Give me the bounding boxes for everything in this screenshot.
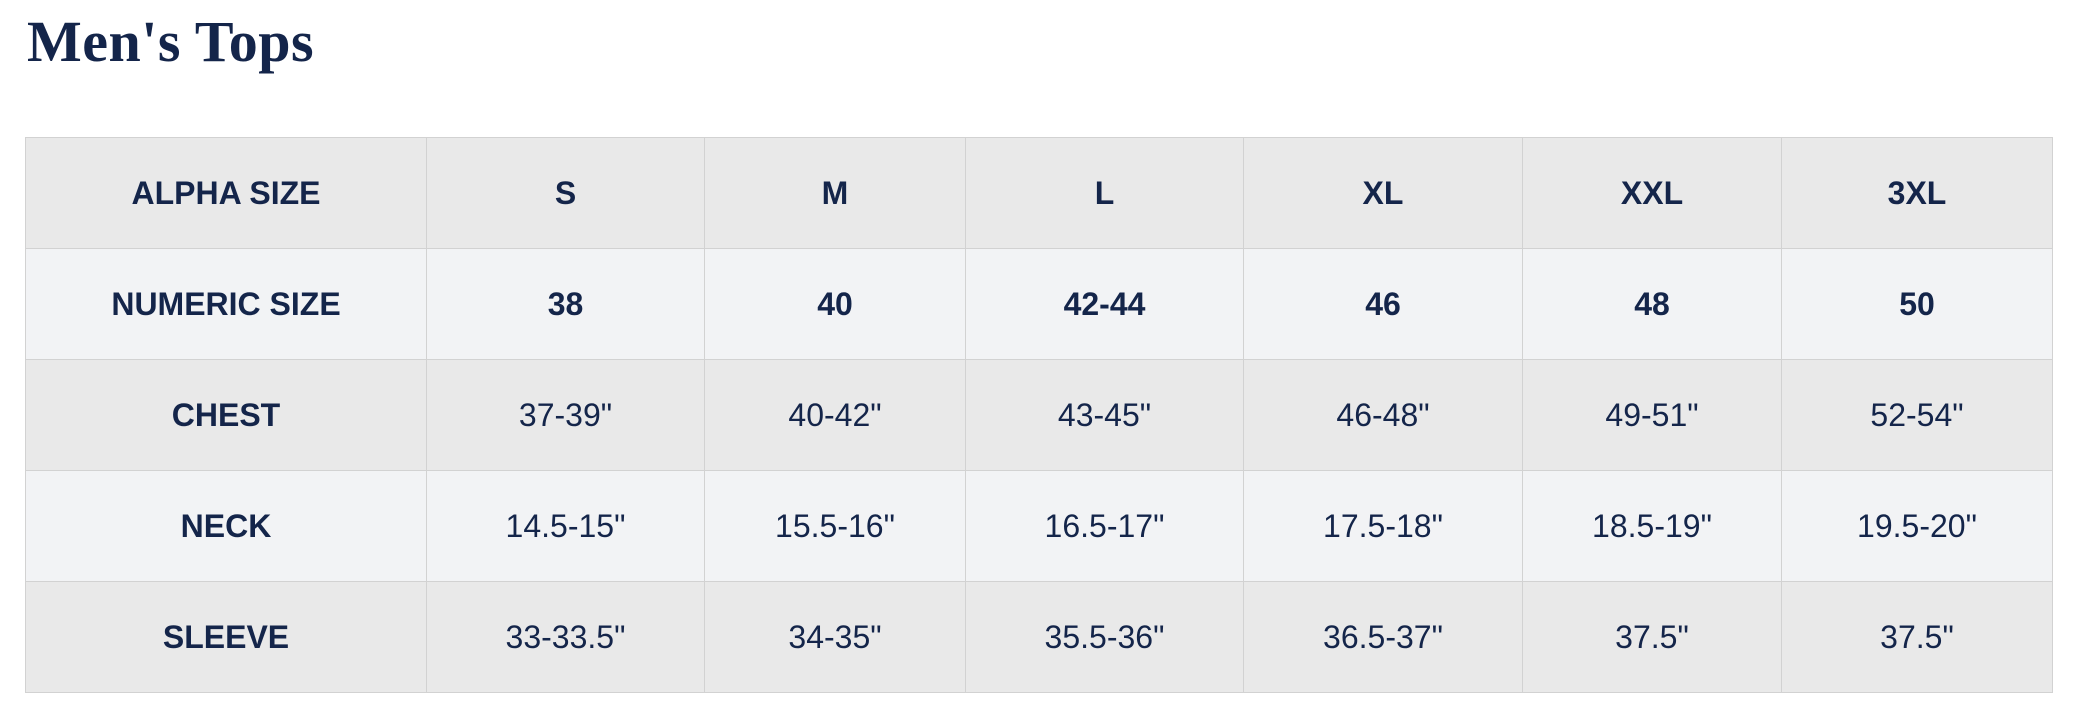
table-cell: XL [1243,137,1523,249]
table-cell: XXL [1522,137,1782,249]
table-cell: 34-35" [704,581,966,693]
table-cell: 52-54" [1781,359,2053,471]
table-cell: 33-33.5" [426,581,705,693]
table-row-alpha-size: ALPHA SIZE S M L XL XXL 3XL [25,137,2053,249]
size-chart-table: ALPHA SIZE S M L XL XXL 3XL NUMERIC SIZE 38 40 42-… [25,137,2053,693]
row-header: ALPHA SIZE [25,137,427,249]
table-cell: 40-42" [704,359,966,471]
row-header: NUMERIC SIZE [25,248,427,360]
table-cell: 48 [1522,248,1782,360]
table-row-chest: CHEST 37-39" 40-42" 43-45" 46-48" 49-51" 52-54… [25,359,2053,471]
table-row-neck: NECK 14.5-15" 15.5-16" 16.5-17" 17.5-18" 18.5… [25,470,2053,582]
table-cell: 50 [1781,248,2053,360]
table-cell: 37.5" [1781,581,2053,693]
table-cell: 18.5-19" [1522,470,1782,582]
table-cell: 3XL [1781,137,2053,249]
table-cell: 37.5" [1522,581,1782,693]
table-cell: 43-45" [965,359,1244,471]
table-row-numeric-size: NUMERIC SIZE 38 40 42-44 46 48 50 [25,248,2053,360]
table-cell: 19.5-20" [1781,470,2053,582]
table-cell: M [704,137,966,249]
table-cell: 40 [704,248,966,360]
table-cell: 42-44 [965,248,1244,360]
table-cell: L [965,137,1244,249]
table-cell: 14.5-15" [426,470,705,582]
table-cell: 46-48" [1243,359,1523,471]
row-header: NECK [25,470,427,582]
table-cell: 16.5-17" [965,470,1244,582]
table-cell: 46 [1243,248,1523,360]
table-cell: 17.5-18" [1243,470,1523,582]
table-cell: S [426,137,705,249]
row-header: CHEST [25,359,427,471]
table-cell: 37-39" [426,359,705,471]
table-cell: 15.5-16" [704,470,966,582]
table-cell: 36.5-37" [1243,581,1523,693]
row-header: SLEEVE [25,581,427,693]
table-cell: 38 [426,248,705,360]
page-title: Men's Tops [27,9,315,74]
table-cell: 35.5-36" [965,581,1244,693]
table-row-sleeve: SLEEVE 33-33.5" 34-35" 35.5-36" 36.5-37" 37.5… [25,581,2053,693]
table-cell: 49-51" [1522,359,1782,471]
